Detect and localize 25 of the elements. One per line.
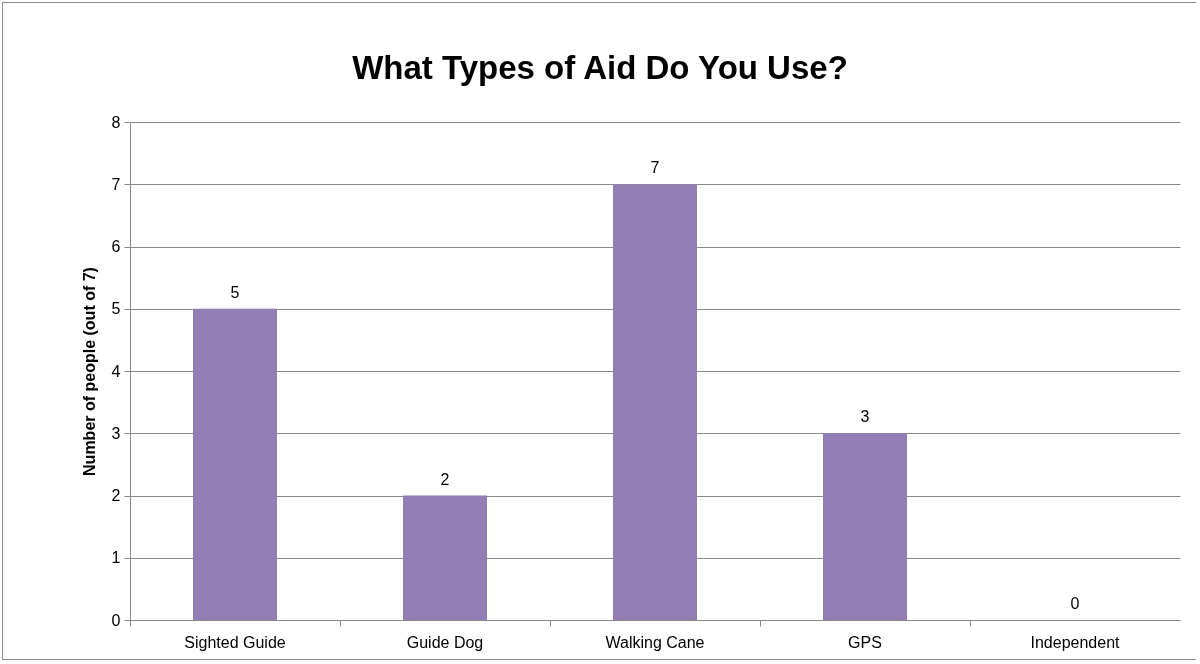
data-label: 0 — [1070, 595, 1080, 612]
data-label: 2 — [440, 470, 450, 488]
y-axis-title: Number of people (out of 7) — [80, 267, 98, 476]
x-tick-label: Walking Cane — [605, 633, 705, 651]
bar — [613, 184, 697, 620]
bar — [193, 308, 277, 620]
y-tick-label: 2 — [111, 487, 121, 504]
data-label: 5 — [230, 283, 240, 301]
y-tick-label: 0 — [111, 611, 121, 629]
chart-title: What Types of Aid Do You Use? — [352, 49, 848, 86]
bar — [823, 433, 907, 620]
data-label: 7 — [650, 159, 660, 177]
y-tick-label: 1 — [111, 549, 121, 567]
y-tick-label: 6 — [111, 238, 121, 255]
data-label: 3 — [860, 408, 870, 426]
y-tick-label: 3 — [111, 424, 121, 442]
bar — [403, 495, 487, 620]
y-tick-label: 5 — [111, 300, 121, 318]
x-tick-label: Independent — [1030, 633, 1121, 651]
x-tick-label: Guide Dog — [406, 633, 484, 651]
y-tick-label: 7 — [111, 175, 121, 193]
x-tick-label: Sighted Guide — [184, 633, 286, 651]
x-tick-label: GPS — [848, 633, 882, 651]
y-tick-label: 4 — [111, 362, 121, 380]
y-tick-label: 8 — [111, 113, 121, 131]
